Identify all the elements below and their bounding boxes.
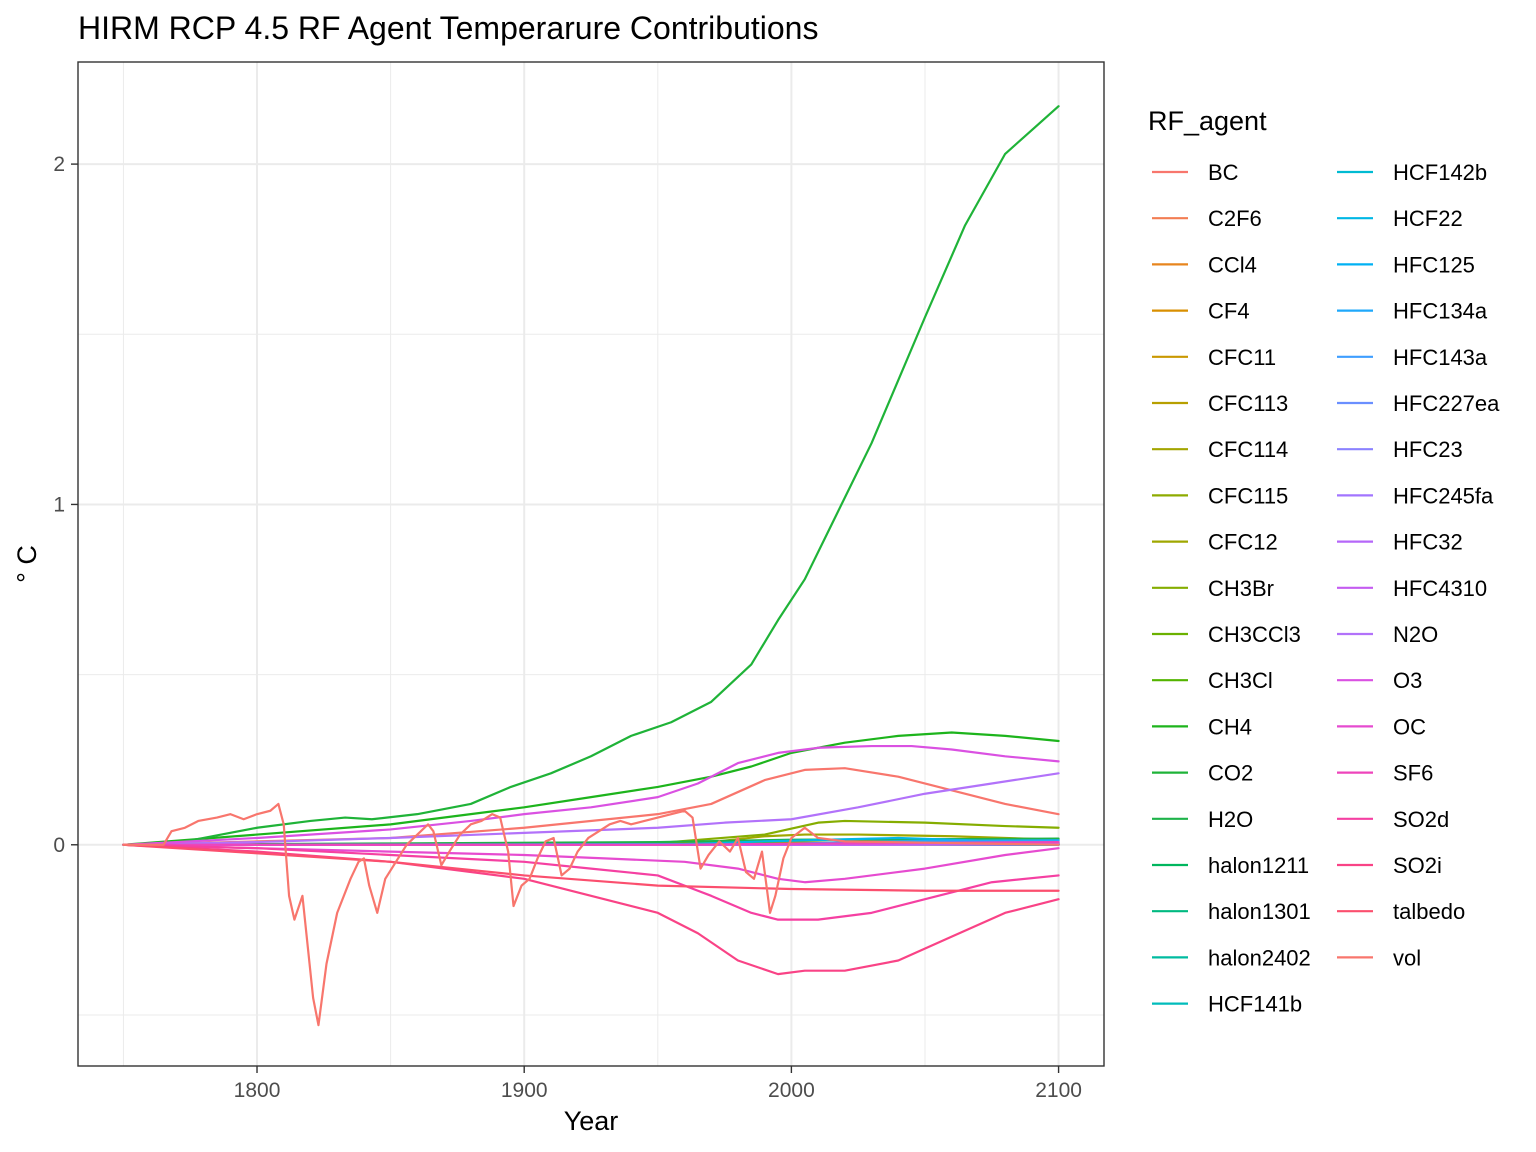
x-tick-label: 1800 xyxy=(234,1079,281,1102)
legend-label-HFC227ea: HFC227ea xyxy=(1393,391,1500,416)
legend-label-CH3Cl: CH3Cl xyxy=(1208,668,1273,693)
x-tick-label: 1900 xyxy=(501,1079,548,1102)
series-line-N2O xyxy=(122,772,1060,846)
series-line-SO2d xyxy=(122,843,1060,921)
legend-label-H2O: H2O xyxy=(1208,807,1253,832)
legend-label-halon1301: halon1301 xyxy=(1208,899,1311,924)
legend-label-O3: O3 xyxy=(1393,668,1422,693)
legend-label-halon2402: halon2402 xyxy=(1208,945,1311,970)
legend-label-OC: OC xyxy=(1393,714,1426,739)
legend-label-HCF22: HCF22 xyxy=(1393,206,1463,231)
legend-label-SO2i: SO2i xyxy=(1393,853,1442,878)
legend-label-HFC125: HFC125 xyxy=(1393,252,1475,277)
series-line-CO2 xyxy=(122,105,1060,846)
legend-label-HFC32: HFC32 xyxy=(1393,530,1463,555)
y-axis-title: ° C xyxy=(12,545,42,583)
legend-label-SF6: SF6 xyxy=(1393,761,1433,786)
legend-label-CO2: CO2 xyxy=(1208,761,1253,786)
legend-label-SO2d: SO2d xyxy=(1393,807,1449,832)
y-tick-label: 0 xyxy=(53,834,65,857)
legend-label-CH3CCl3: CH3CCl3 xyxy=(1208,622,1301,647)
legend-label-vol: vol xyxy=(1393,945,1421,970)
series-line-O3 xyxy=(122,744,1060,846)
legend-label-BC: BC xyxy=(1208,160,1239,185)
legend-label-N2O: N2O xyxy=(1393,622,1438,647)
y-tick-label: 2 xyxy=(53,153,65,176)
legend-label-CCl4: CCl4 xyxy=(1208,252,1257,277)
x-tick-label: 2000 xyxy=(768,1079,815,1102)
plot-border xyxy=(77,61,1105,1067)
plot-panel xyxy=(78,62,1104,1066)
legend-label-CF4: CF4 xyxy=(1208,299,1250,324)
series-lines xyxy=(122,105,1060,1027)
legend-label-HFC4310: HFC4310 xyxy=(1393,576,1487,601)
legend-label-talbedo: talbedo xyxy=(1393,899,1465,924)
legend-label-HFC23: HFC23 xyxy=(1393,437,1463,462)
series-line-SO2i xyxy=(122,843,1060,976)
legend-label-CH4: CH4 xyxy=(1208,714,1252,739)
legend-title: RF_agent xyxy=(1148,106,1267,136)
x-axis-title: Year xyxy=(564,1106,619,1136)
legend-label-HCF141b: HCF141b xyxy=(1208,992,1302,1017)
legend-label-HCF142b: HCF142b xyxy=(1393,160,1487,185)
y-tick-label: 1 xyxy=(53,493,65,516)
chart-title: HIRM RCP 4.5 RF Agent Temperarure Contri… xyxy=(78,10,818,46)
legend-label-HFC134a: HFC134a xyxy=(1393,299,1488,324)
legend-label-halon1211: halon1211 xyxy=(1208,853,1309,878)
axes: 1800 1900 2000 2100 0 1 2 xyxy=(53,153,1082,1102)
series-line-OC xyxy=(122,843,1060,884)
legend-label-HFC143a: HFC143a xyxy=(1393,345,1488,370)
legend-label-CFC11: CFC11 xyxy=(1208,345,1276,370)
legend: RF_agent BC C2F6 CCl4 CF4 CFC11 CFC113 CFC114 C… xyxy=(1148,106,1500,1017)
x-tick-label: 2100 xyxy=(1035,1079,1082,1102)
legend-label-CFC113: CFC113 xyxy=(1208,391,1288,416)
legend-label-CFC12: CFC12 xyxy=(1208,530,1278,555)
legend-label-C2F6: C2F6 xyxy=(1208,206,1262,231)
legend-label-CFC115: CFC115 xyxy=(1208,483,1288,508)
legend-label-HFC245fa: HFC245fa xyxy=(1393,483,1494,508)
series-line-talbedo xyxy=(122,843,1060,892)
legend-label-CH3Br: CH3Br xyxy=(1208,576,1274,601)
series-line-vol xyxy=(122,802,1060,1027)
legend-label-CFC114: CFC114 xyxy=(1208,437,1288,462)
